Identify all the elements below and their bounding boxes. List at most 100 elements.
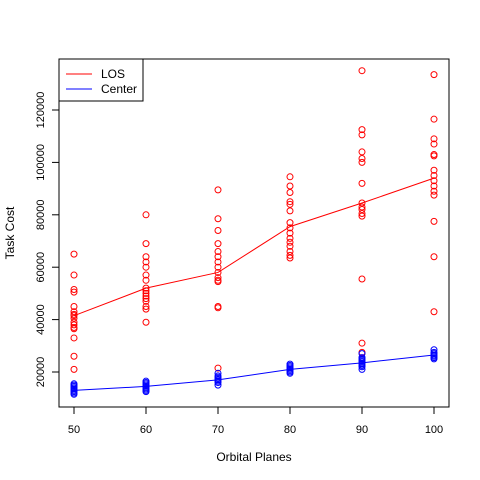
point-los <box>286 189 294 197</box>
point-los <box>214 186 222 194</box>
x-tick-label: 90 <box>356 424 368 436</box>
point-los <box>142 318 150 326</box>
point-los <box>70 318 78 326</box>
point-los <box>214 215 222 223</box>
point-center <box>214 369 222 377</box>
point-los <box>358 206 366 214</box>
point-los <box>430 152 438 160</box>
point-los <box>358 154 366 162</box>
point-los <box>430 172 438 179</box>
point-los <box>286 173 294 181</box>
point-los <box>286 247 294 255</box>
point-los <box>430 308 438 316</box>
x-tick-label: 100 <box>425 424 443 436</box>
point-los <box>70 365 78 373</box>
point-los <box>142 284 150 292</box>
point-los <box>358 126 366 134</box>
point-center <box>358 363 366 371</box>
point-los <box>214 227 222 235</box>
point-los <box>70 352 78 360</box>
point-los <box>142 258 150 266</box>
point-center <box>358 350 366 358</box>
point-los <box>430 182 438 190</box>
series-line-los <box>73 177 435 317</box>
point-los <box>286 224 294 232</box>
plot-box <box>58 58 450 408</box>
legend-box <box>58 58 144 102</box>
point-los <box>286 251 294 259</box>
point-los <box>70 308 78 316</box>
point-los <box>430 177 438 185</box>
point-los <box>358 339 366 347</box>
data-points <box>70 67 438 398</box>
point-los <box>70 321 78 329</box>
y-tick-label: 80000 <box>35 200 47 231</box>
y-tick-label: 40000 <box>35 304 47 335</box>
point-los <box>430 135 438 143</box>
point-los <box>214 258 222 266</box>
y-axis: 20000 40000 60000 80000 100000 120000 <box>35 92 60 388</box>
legend-label-los: LOS <box>101 67 125 81</box>
point-los <box>142 271 150 279</box>
legend-label-center: Center <box>101 82 137 96</box>
point-los <box>142 263 150 271</box>
x-axis-title: Orbital Planes <box>216 450 291 464</box>
point-los <box>286 200 294 208</box>
point-los <box>70 285 78 293</box>
point-los <box>142 303 150 310</box>
point-los <box>286 207 294 215</box>
point-los <box>142 297 150 305</box>
point-los <box>358 158 366 166</box>
point-los <box>70 250 78 258</box>
point-los <box>358 148 366 156</box>
point-los <box>286 229 294 237</box>
point-los <box>358 212 366 220</box>
x-tick-label: 80 <box>284 424 296 436</box>
point-los <box>214 247 222 255</box>
point-los <box>430 166 438 174</box>
point-los <box>286 198 294 206</box>
point-los <box>286 254 294 262</box>
y-tick-label: 20000 <box>35 357 47 388</box>
point-los <box>286 182 294 190</box>
point-los <box>358 67 366 75</box>
point-los <box>286 238 294 246</box>
point-los <box>214 278 222 286</box>
y-tick-label: 120000 <box>35 92 47 129</box>
point-los <box>358 131 366 139</box>
point-center <box>70 390 78 398</box>
point-los <box>358 209 366 217</box>
point-los <box>214 364 222 372</box>
point-los <box>142 287 150 295</box>
point-los <box>214 253 222 261</box>
x-tick-label: 50 <box>68 424 80 436</box>
point-center <box>286 369 294 377</box>
point-los <box>286 219 294 227</box>
point-los <box>70 271 78 279</box>
series-lines <box>73 177 435 391</box>
point-los <box>286 242 294 250</box>
point-los <box>358 199 366 207</box>
point-los <box>286 234 294 242</box>
point-los <box>142 211 150 219</box>
point-los <box>214 268 222 276</box>
point-center <box>142 388 150 396</box>
point-center <box>430 355 438 363</box>
point-los <box>358 179 366 187</box>
y-tick-label: 100000 <box>35 144 47 181</box>
point-los <box>214 263 222 271</box>
x-axis: 50 60 70 80 90 100 <box>68 406 443 436</box>
point-los <box>70 334 78 342</box>
point-los <box>430 187 438 195</box>
point-center <box>430 346 438 354</box>
point-los <box>430 140 438 148</box>
x-tick-label: 60 <box>140 424 152 436</box>
point-los <box>214 274 222 282</box>
point-los <box>214 304 222 312</box>
y-axis-title: Task Cost <box>3 206 17 259</box>
x-tick-label: 70 <box>212 424 224 436</box>
point-los <box>358 275 366 283</box>
